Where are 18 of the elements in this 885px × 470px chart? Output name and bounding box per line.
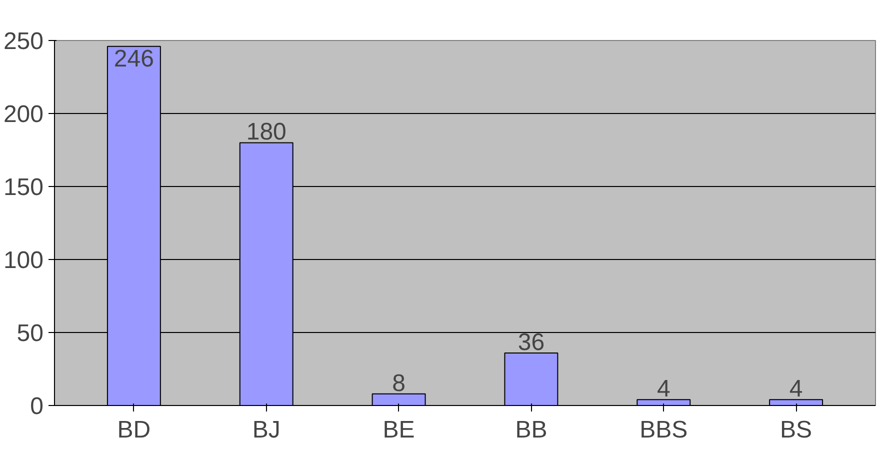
- x-tick-label: BJ: [252, 416, 280, 444]
- x-tick-label: BE: [382, 416, 415, 444]
- y-tick-label: 150: [3, 174, 44, 201]
- data-label: 246: [114, 45, 154, 72]
- data-label: 4: [789, 376, 803, 403]
- data-label: 8: [392, 370, 406, 397]
- data-label: 180: [246, 118, 286, 146]
- x-tick-label: BBS: [640, 416, 688, 444]
- x-tick-label: BB: [515, 416, 548, 444]
- data-label: 36: [518, 328, 545, 356]
- x-tick-label: BD: [117, 416, 151, 444]
- y-tick-label: 250: [3, 28, 44, 55]
- y-tick-label: 0: [30, 393, 44, 420]
- y-tick-label: 100: [3, 247, 44, 274]
- y-tick-label: 200: [3, 101, 44, 128]
- x-tick-label: BS: [780, 416, 812, 444]
- data-label: 4: [656, 376, 670, 403]
- y-tick-label: 50: [16, 320, 44, 347]
